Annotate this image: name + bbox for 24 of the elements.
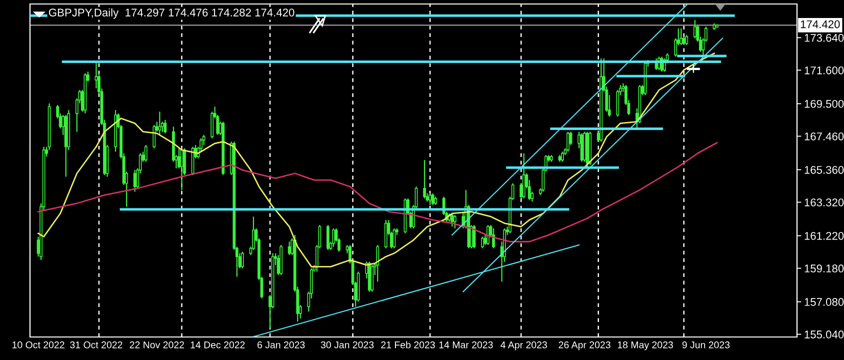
x-tick-label: 14 Mar 2023 bbox=[439, 341, 493, 348]
x-tick-label: 10 Oct 2022 bbox=[12, 341, 64, 348]
x-tick-label: 31 Oct 2022 bbox=[70, 341, 122, 348]
y-tick-label: 163.320 bbox=[804, 198, 844, 206]
x-tick-label: 14 Dec 2022 bbox=[190, 341, 245, 348]
x-tick-label: 21 Feb 2023 bbox=[381, 341, 435, 348]
ref-line-label: 174.420 bbox=[800, 20, 840, 28]
x-tick-label: 4 Apr 2023 bbox=[500, 341, 547, 350]
y-tick-label: 161.220 bbox=[804, 232, 844, 240]
x-tick-label: 6 Jan 2023 bbox=[258, 341, 305, 348]
y-tick-label: 169.500 bbox=[804, 100, 844, 108]
y-tick-label: 173.640 bbox=[804, 34, 844, 42]
x-tick-label: 30 Jan 2023 bbox=[320, 341, 374, 348]
x-tick-label: 18 May 2023 bbox=[618, 341, 673, 350]
y-tick-label: 157.080 bbox=[804, 298, 844, 306]
x-tick-label: 26 Apr 2023 bbox=[558, 341, 610, 350]
chart-title: GBPJPY,Daily 174.297 174.476 174.282 174.420 bbox=[48, 8, 294, 19]
y-tick-label: 167.460 bbox=[804, 132, 844, 140]
y-tick-label: 171.600 bbox=[804, 66, 844, 74]
x-tick-label: 9 Jun 2023 bbox=[682, 341, 730, 348]
y-tick-label: 155.040 bbox=[804, 330, 844, 338]
x-tick-label: 22 Nov 2022 bbox=[130, 341, 184, 348]
y-tick-label: 159.180 bbox=[804, 264, 844, 272]
y-tick-label: 165.360 bbox=[804, 166, 844, 174]
